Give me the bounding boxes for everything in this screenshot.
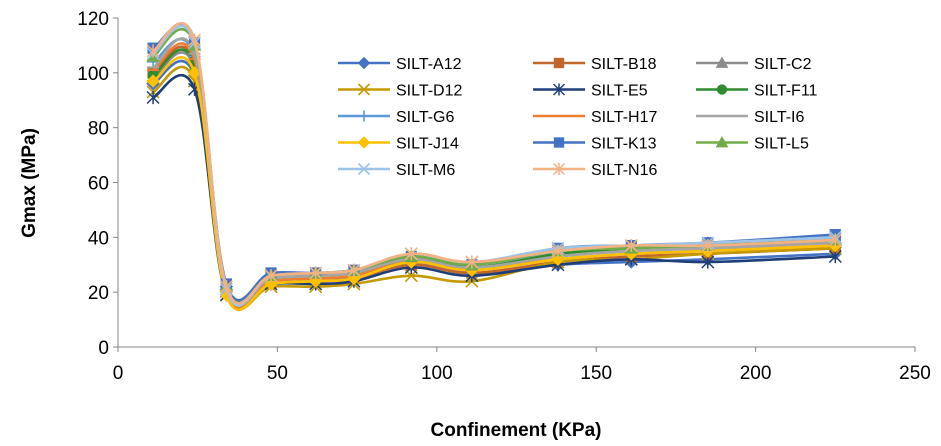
legend-marker bbox=[553, 137, 565, 148]
legend-item-silt-c2: SILT-C2 bbox=[696, 56, 812, 73]
legend-item-silt-g6: SILT-G6 bbox=[338, 109, 454, 126]
data-point-silt-e5 bbox=[146, 90, 160, 105]
data-point-silt-n16 bbox=[624, 238, 638, 253]
y-axis-title: Gmax (MPa) bbox=[19, 128, 40, 238]
series-silt-m6 bbox=[146, 24, 842, 307]
x-tick-label: 250 bbox=[899, 363, 931, 384]
series-silt-n16 bbox=[146, 21, 842, 305]
legend-marker bbox=[553, 57, 565, 69]
data-point-silt-n16 bbox=[146, 44, 160, 58]
data-point-silt-n16 bbox=[404, 247, 418, 261]
legend-label: SILT-C2 bbox=[754, 56, 812, 73]
legend-item-silt-e5: SILT-E5 bbox=[533, 83, 648, 100]
legend-item-silt-j14: SILT-J14 bbox=[338, 136, 459, 153]
y-tick-label: 80 bbox=[88, 119, 109, 140]
legend-item-silt-i6: SILT-I6 bbox=[696, 109, 804, 126]
legend-marker bbox=[715, 135, 729, 148]
legend-marker bbox=[716, 84, 728, 95]
legend-item-silt-l5: SILT-L5 bbox=[696, 136, 809, 153]
legend-marker bbox=[357, 136, 371, 149]
data-point-silt-n16 bbox=[828, 233, 842, 247]
data-point-silt-j14 bbox=[187, 66, 202, 80]
data-point-silt-n16 bbox=[347, 263, 361, 277]
y-tick-label: 40 bbox=[88, 228, 109, 249]
legend-label: SILT-J14 bbox=[396, 136, 459, 153]
legend-label: SILT-D12 bbox=[396, 83, 463, 100]
legend-marker bbox=[357, 83, 371, 96]
data-point-silt-n16 bbox=[551, 244, 565, 258]
x-tick-label: 0 bbox=[113, 363, 124, 384]
data-point-silt-n16 bbox=[187, 33, 202, 47]
series-layer bbox=[146, 21, 843, 312]
legend-marker bbox=[358, 110, 370, 122]
legend-marker bbox=[552, 83, 566, 96]
legend-marker bbox=[357, 162, 371, 176]
legend-label: SILT-G6 bbox=[396, 109, 454, 126]
x-axis-title: Confinement (KPa) bbox=[431, 420, 602, 441]
legend-item-silt-m6: SILT-M6 bbox=[338, 162, 455, 179]
legend-label: SILT-L5 bbox=[754, 136, 809, 153]
x-tick-label: 100 bbox=[421, 363, 453, 384]
legend-item-silt-a12: SILT-A12 bbox=[338, 56, 462, 73]
legend-item-silt-d12: SILT-D12 bbox=[338, 83, 463, 100]
legend-label: SILT-A12 bbox=[396, 56, 462, 73]
legend-item-silt-f11: SILT-F11 bbox=[696, 83, 818, 100]
data-point-silt-n16 bbox=[219, 280, 233, 294]
legend: SILT-A12 SILT-B18 SILT-C2 SILT-D12 SILT-E5 SI… bbox=[338, 56, 818, 179]
data-point-silt-n16 bbox=[465, 255, 479, 269]
legend-label: SILT-F11 bbox=[754, 83, 818, 100]
x-tick-label: 200 bbox=[740, 363, 772, 384]
legend-label: SILT-N16 bbox=[591, 162, 658, 179]
y-tick-label: 0 bbox=[98, 338, 109, 359]
legend-item-silt-n16: SILT-N16 bbox=[533, 162, 658, 179]
data-point-silt-j14 bbox=[347, 271, 361, 286]
legend-item-silt-h17: SILT-H17 bbox=[533, 109, 658, 126]
series-silt-e5 bbox=[146, 73, 842, 310]
series-line-silt-j14 bbox=[152, 56, 836, 312]
legend-item-silt-b18: SILT-B18 bbox=[533, 56, 657, 73]
x-tick-label: 50 bbox=[267, 363, 288, 384]
data-point-silt-n16 bbox=[309, 266, 323, 280]
data-point-silt-j14 bbox=[146, 74, 160, 88]
series-line-silt-i6 bbox=[152, 37, 836, 307]
legend-label: SILT-E5 bbox=[591, 83, 648, 100]
legend-marker bbox=[357, 56, 371, 70]
legend-label: SILT-K13 bbox=[591, 136, 657, 153]
legend-label: SILT-I6 bbox=[754, 109, 804, 126]
legend-label: SILT-H17 bbox=[591, 109, 658, 126]
legend-marker bbox=[715, 56, 729, 68]
series-silt-i6 bbox=[147, 37, 842, 307]
x-tick-label: 150 bbox=[580, 363, 612, 384]
legend-item-silt-k13: SILT-K13 bbox=[533, 136, 657, 153]
legend-marker bbox=[552, 162, 566, 176]
y-tick-label: 60 bbox=[88, 174, 109, 195]
legend-label: SILT-M6 bbox=[396, 162, 455, 179]
series-line-silt-m6 bbox=[152, 24, 836, 307]
y-tick-label: 120 bbox=[77, 9, 109, 30]
y-tick-label: 100 bbox=[77, 64, 109, 85]
legend-label: SILT-B18 bbox=[591, 56, 657, 73]
data-point-silt-n16 bbox=[701, 238, 715, 253]
series-line-silt-n16 bbox=[152, 21, 836, 305]
series-line-silt-e5 bbox=[152, 73, 836, 310]
data-point-silt-n16 bbox=[264, 269, 278, 283]
axes: 0 20 40 60 80 100 120 0 50 100 150 200 250 bbox=[77, 9, 931, 384]
y-tick-label: 20 bbox=[88, 283, 109, 304]
